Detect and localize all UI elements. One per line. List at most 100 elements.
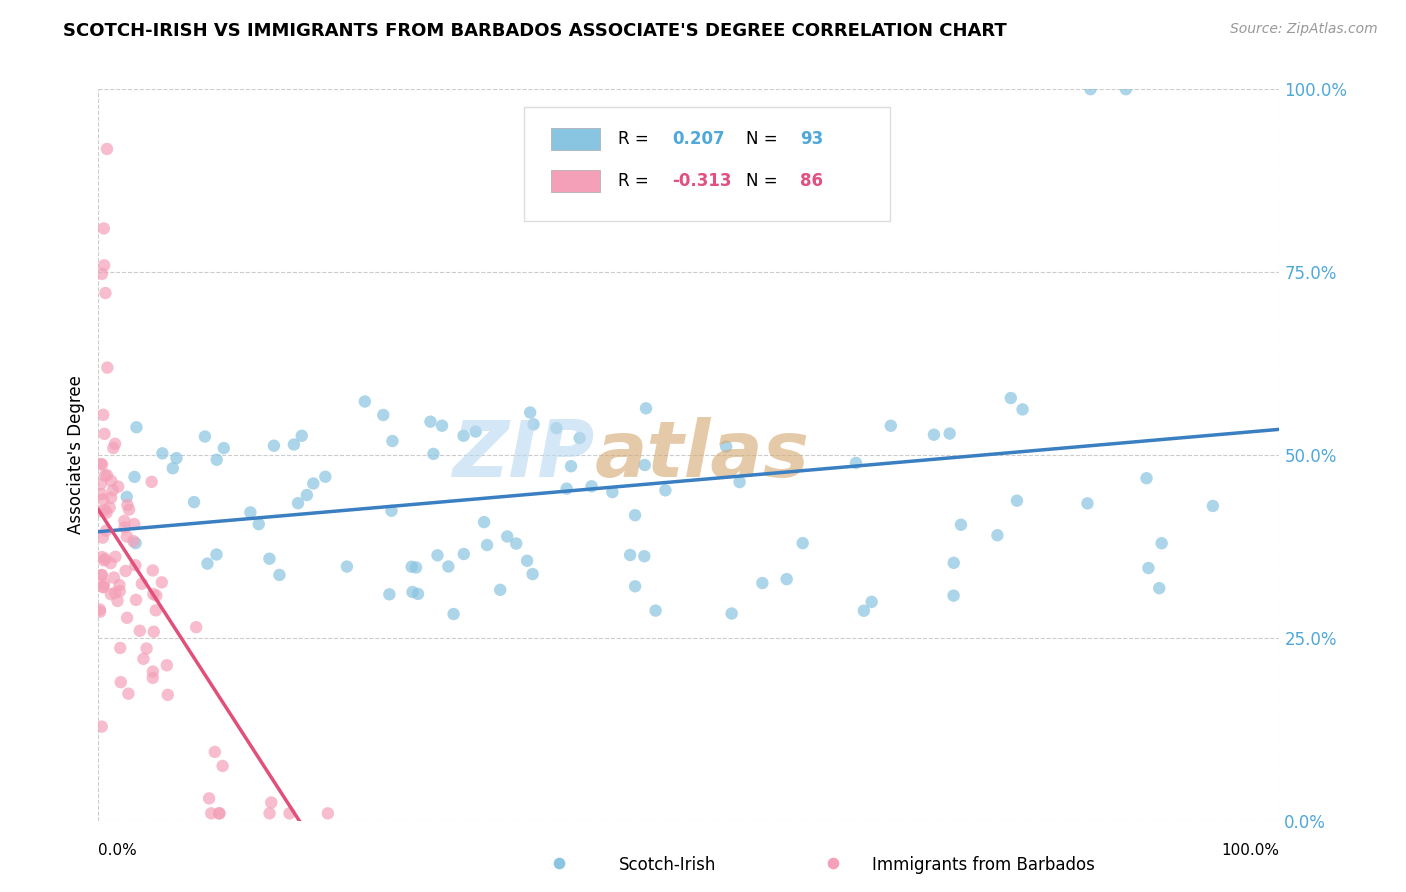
Point — [259, 806, 281, 821]
Point — [373, 408, 395, 422]
Point — [453, 547, 475, 561]
Point — [100, 556, 122, 570]
Point — [135, 641, 157, 656]
Point — [117, 687, 139, 701]
Point — [776, 572, 799, 586]
Point — [852, 604, 875, 618]
Point — [90, 487, 112, 501]
Point — [91, 408, 114, 422]
Point — [430, 418, 453, 433]
Point — [291, 429, 314, 443]
Point — [314, 469, 336, 483]
Point — [90, 568, 112, 582]
Point — [96, 506, 118, 520]
Point — [522, 567, 544, 582]
Point — [142, 665, 165, 679]
Point — [1011, 402, 1033, 417]
Point — [91, 549, 114, 564]
Point — [115, 611, 138, 625]
Point — [94, 468, 117, 483]
Point — [443, 607, 465, 621]
Point — [1005, 493, 1028, 508]
Point — [145, 589, 167, 603]
Point — [1137, 561, 1160, 575]
Point — [942, 589, 965, 603]
Point — [714, 440, 737, 454]
Point — [422, 447, 444, 461]
Point — [110, 675, 132, 690]
Point — [426, 549, 449, 563]
Point — [205, 452, 228, 467]
Point — [378, 587, 401, 601]
Point — [505, 536, 527, 550]
Text: R =: R = — [619, 130, 654, 148]
Point — [122, 534, 145, 549]
Point — [1150, 536, 1173, 550]
Point — [208, 806, 231, 821]
Point — [91, 531, 114, 545]
Point — [156, 658, 179, 673]
Point — [150, 446, 173, 460]
Point — [1135, 471, 1157, 485]
Point — [260, 796, 283, 810]
Point — [1202, 499, 1225, 513]
Point — [183, 495, 205, 509]
Point — [204, 745, 226, 759]
Text: 0.207: 0.207 — [672, 130, 725, 148]
Text: 0.0%: 0.0% — [98, 843, 138, 857]
Point — [568, 431, 591, 445]
Point — [96, 360, 118, 375]
Point — [94, 552, 117, 566]
Point — [633, 549, 655, 564]
Point — [117, 498, 139, 512]
Point — [98, 500, 121, 515]
Point — [166, 451, 188, 466]
Point — [94, 286, 117, 301]
Point — [142, 671, 165, 685]
Point — [93, 426, 115, 441]
Point — [93, 553, 115, 567]
Point — [208, 806, 231, 821]
Point — [96, 468, 118, 483]
Point — [475, 538, 498, 552]
Point — [522, 417, 544, 432]
Text: Source: ZipAtlas.com: Source: ZipAtlas.com — [1230, 22, 1378, 37]
Point — [198, 791, 221, 805]
Point — [496, 529, 519, 543]
Point — [489, 582, 512, 597]
Point — [145, 603, 167, 617]
Point — [115, 490, 138, 504]
Point — [560, 459, 582, 474]
Point — [519, 405, 541, 419]
Point — [114, 564, 136, 578]
Point — [93, 492, 115, 507]
Text: N =: N = — [745, 171, 783, 190]
Text: 100.0%: 100.0% — [1222, 843, 1279, 857]
Point — [194, 429, 217, 443]
Point — [107, 480, 129, 494]
Point — [259, 551, 281, 566]
Point — [108, 584, 131, 599]
Text: N =: N = — [745, 130, 783, 148]
Point — [880, 418, 903, 433]
Point — [287, 496, 309, 510]
Point — [263, 439, 285, 453]
Point — [401, 585, 423, 599]
Point — [634, 401, 657, 416]
Point — [302, 476, 325, 491]
Point — [197, 557, 219, 571]
Point — [125, 592, 148, 607]
Point — [104, 437, 127, 451]
Text: SCOTCH-IRISH VS IMMIGRANTS FROM BARBADOS ASSOCIATE'S DEGREE CORRELATION CHART: SCOTCH-IRISH VS IMMIGRANTS FROM BARBADOS… — [63, 22, 1007, 40]
Point — [269, 568, 291, 582]
Point — [103, 570, 125, 584]
Point — [548, 855, 571, 870]
Point — [581, 479, 603, 493]
Point — [1076, 496, 1098, 510]
Point — [278, 806, 301, 821]
Point — [91, 267, 114, 281]
Point — [100, 491, 122, 505]
Point — [142, 624, 165, 639]
Point — [94, 524, 117, 538]
Point — [118, 502, 141, 516]
